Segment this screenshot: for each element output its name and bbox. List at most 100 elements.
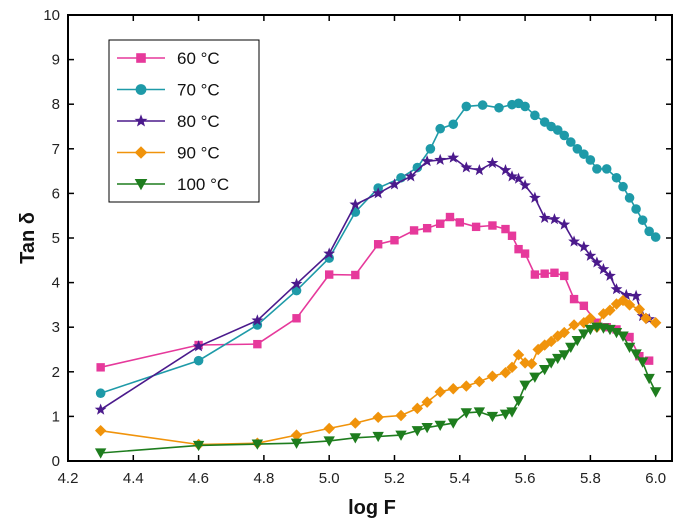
data-point: [251, 439, 264, 450]
data-point: [447, 418, 459, 429]
legend-item: 80 °C: [117, 112, 220, 131]
data-point: [610, 327, 623, 339]
data-point: [192, 440, 205, 452]
y-tick-label: 6: [52, 185, 60, 202]
data-point: [395, 430, 407, 441]
data-point: [486, 156, 499, 169]
data-point: [473, 164, 486, 176]
data-point: [568, 319, 580, 331]
data-point: [461, 101, 472, 112]
data-point: [409, 226, 419, 235]
x-tick-label: 4.8: [253, 470, 274, 487]
x-tick-label: 5.2: [384, 470, 405, 487]
data-point: [349, 433, 362, 444]
y-tick-label: 10: [43, 7, 60, 24]
data-point: [520, 249, 530, 258]
data-point: [618, 181, 628, 192]
data-point: [95, 388, 106, 399]
data-point: [519, 380, 531, 391]
legend-label: 100 °C: [177, 175, 229, 194]
legend-marker: [136, 53, 146, 63]
series-2: [94, 151, 656, 415]
data-point: [506, 407, 518, 418]
y-tick-label: 9: [52, 52, 60, 69]
data-point: [349, 417, 362, 429]
data-point: [512, 396, 525, 407]
x-tick-label: 5.8: [580, 470, 601, 487]
data-point: [601, 164, 612, 174]
axes: 4.2 4.4 4.6 4.8 5.0 5.2 5.4 5.6 5.8 6.0 0 1 2 3 4 5 6 7 8 9…: [43, 7, 673, 487]
data-point: [404, 170, 417, 182]
data-point: [94, 424, 107, 437]
data-point: [324, 270, 334, 279]
data-point: [578, 329, 590, 340]
legend-label: 60 °C: [177, 49, 220, 68]
data-point: [585, 155, 596, 165]
data-point: [486, 370, 499, 382]
legend-item: 70 °C: [117, 81, 220, 100]
x-tick-label: 4.2: [58, 470, 79, 487]
data-point: [552, 125, 563, 135]
data-point: [506, 170, 518, 182]
data-point: [548, 213, 561, 225]
series-3: [94, 294, 662, 451]
data-point: [577, 240, 590, 252]
data-point: [514, 244, 523, 254]
data-point: [501, 224, 510, 234]
data-point: [323, 247, 336, 259]
data-point: [512, 172, 525, 184]
data-point: [323, 436, 335, 447]
data-point: [591, 256, 603, 268]
data-point: [349, 198, 362, 210]
data-point: [610, 283, 623, 295]
data-point: [499, 409, 512, 420]
data-point: [519, 357, 531, 369]
data-point: [540, 269, 549, 278]
data-point: [435, 219, 445, 228]
data-point: [529, 372, 541, 383]
data-point: [253, 339, 262, 349]
data-point: [552, 353, 564, 365]
series-layer: [94, 98, 662, 459]
data-point: [625, 332, 634, 342]
x-tick-label: 5.6: [515, 470, 536, 487]
data-point: [558, 350, 570, 361]
data-point: [584, 312, 597, 324]
data-point: [635, 351, 644, 361]
data-point: [506, 361, 518, 374]
legend-label: 90 °C: [177, 144, 220, 163]
data-point: [649, 317, 662, 329]
data-point: [579, 301, 589, 310]
data-point: [290, 429, 303, 441]
data-point: [649, 387, 662, 398]
data-point: [630, 349, 642, 360]
data-point: [644, 356, 654, 365]
data-point: [290, 438, 303, 449]
data-point: [559, 130, 570, 141]
data-point: [372, 411, 384, 423]
data-point: [193, 355, 204, 366]
data-point: [530, 110, 540, 121]
data-point: [572, 144, 583, 154]
data-point: [411, 402, 424, 415]
data-point: [473, 375, 486, 388]
y-tick-label: 4: [52, 275, 60, 292]
x-tick-label: 6.0: [645, 470, 666, 487]
data-point: [640, 312, 652, 324]
x-tick-label: 4.6: [188, 470, 209, 487]
data-point: [611, 172, 622, 183]
data-point: [636, 357, 649, 368]
y-tick-label: 0: [52, 453, 60, 470]
data-point: [447, 151, 460, 163]
data-point: [460, 380, 473, 392]
data-point: [323, 422, 335, 435]
data-point: [372, 187, 385, 199]
y-tick-label: 7: [52, 141, 60, 158]
data-point: [633, 303, 646, 316]
series-1: [95, 98, 661, 399]
data-point: [435, 123, 445, 134]
data-point: [434, 420, 446, 432]
legend-marker: [134, 178, 148, 191]
data-point: [251, 314, 264, 326]
data-point: [94, 448, 107, 459]
